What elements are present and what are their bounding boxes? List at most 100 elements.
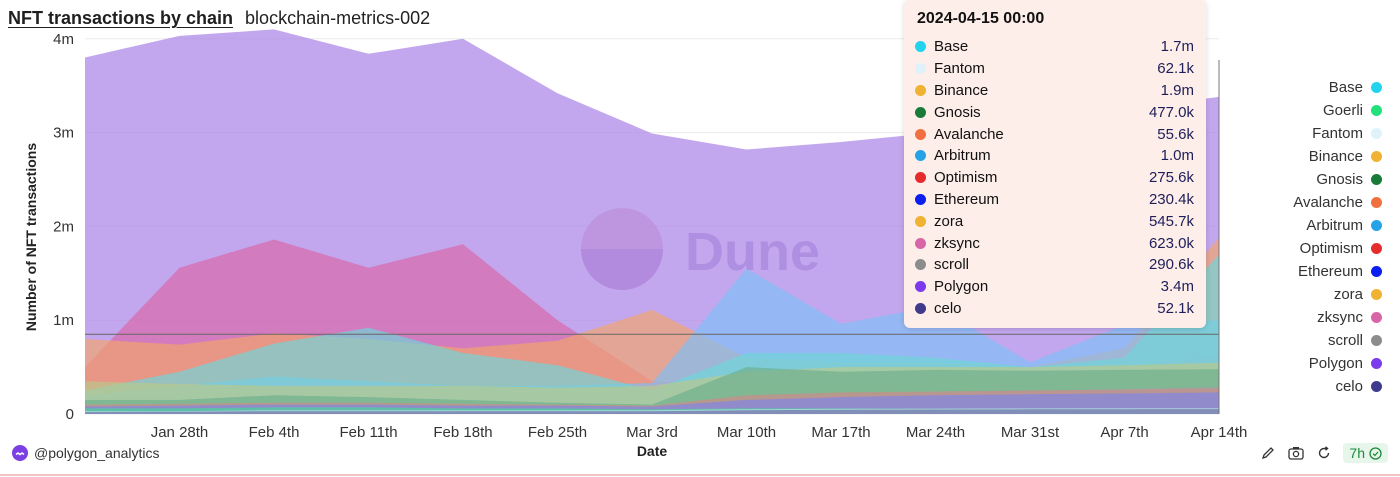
tooltip-row-scroll: scroll 290.6k <box>904 254 1206 276</box>
area-celo[interactable] <box>85 409 1219 414</box>
legend-label: zora <box>1333 286 1363 303</box>
legend-color-dot <box>1371 220 1382 231</box>
edit-icon[interactable] <box>1259 444 1277 462</box>
refresh-icon[interactable] <box>1315 444 1333 462</box>
refresh-badge-label: 7h <box>1349 445 1365 461</box>
tooltip-series-value: 275.6k <box>1148 169 1194 187</box>
tooltip-series-value: 1.9m <box>1160 81 1194 99</box>
tooltip-series-value: 1.7m <box>1160 38 1194 56</box>
series-color-dot <box>915 84 926 96</box>
legend-color-dot <box>1371 243 1382 254</box>
camera-icon[interactable] <box>1287 444 1305 462</box>
legend-color-dot <box>1371 266 1382 277</box>
legend-color-dot <box>1371 128 1382 139</box>
legend-color-dot <box>1371 151 1382 162</box>
series-color-dot <box>915 41 926 53</box>
check-circle-icon <box>1369 446 1382 460</box>
y-tick-label: 3m <box>53 125 74 142</box>
y-tick-label: 1m <box>53 312 74 329</box>
series-color-dot <box>915 172 926 184</box>
chart-actions: 7h <box>1259 443 1388 463</box>
tooltip-row-optimism: Optimism 275.6k <box>904 167 1206 189</box>
tooltip-series-value: 623.0k <box>1148 234 1194 252</box>
refresh-badge[interactable]: 7h <box>1343 443 1388 463</box>
tooltip-series-name: Fantom <box>934 60 985 78</box>
legend-item-polygon[interactable]: Polygon <box>1212 352 1382 375</box>
x-tick-label: Apr 7th <box>1100 424 1148 441</box>
tooltip-series-name: Gnosis <box>934 103 981 121</box>
x-tick-label: Mar 3rd <box>626 424 678 441</box>
legend-item-fantom[interactable]: Fantom <box>1212 122 1382 145</box>
author-handle: @polygon_analytics <box>34 445 160 461</box>
legend-color-dot <box>1371 174 1382 185</box>
tooltip-series-value: 230.4k <box>1148 190 1194 208</box>
tooltip-row-base: Base 1.7m <box>904 36 1206 58</box>
tooltip-row-zksync: zksync 623.0k <box>904 232 1206 254</box>
series-color-dot <box>915 237 926 249</box>
tooltip-series-value: 55.6k <box>1157 125 1194 143</box>
legend-label: celo <box>1335 378 1363 395</box>
tooltip-series-name: celo <box>934 299 962 317</box>
legend-item-zksync[interactable]: zksync <box>1212 306 1382 329</box>
tooltip-series-value: 1.0m <box>1160 147 1194 165</box>
tooltip-series-name: Avalanche <box>934 125 1004 143</box>
legend-item-avalanche[interactable]: Avalanche <box>1212 191 1382 214</box>
series-color-dot <box>915 215 926 227</box>
x-tick-label: Apr 14th <box>1191 424 1248 441</box>
x-tick-label: Feb 25th <box>528 424 587 441</box>
x-tick-label: Mar 10th <box>717 424 776 441</box>
legend-item-binance[interactable]: Binance <box>1212 145 1382 168</box>
tooltip-series-name: Arbitrum <box>934 147 991 165</box>
legend-item-base[interactable]: Base <box>1212 76 1382 99</box>
legend-label: Goerli <box>1322 102 1363 119</box>
bottom-divider <box>0 474 1400 476</box>
legend-item-celo[interactable]: celo <box>1212 375 1382 398</box>
legend-color-dot <box>1371 381 1382 392</box>
legend-label: Arbitrum <box>1306 217 1363 234</box>
legend-label: zksync <box>1317 309 1363 326</box>
legend-item-arbitrum[interactable]: Arbitrum <box>1212 214 1382 237</box>
legend-label: Ethereum <box>1297 263 1363 280</box>
tooltip-series-value: 477.0k <box>1148 103 1194 121</box>
legend-item-optimism[interactable]: Optimism <box>1212 237 1382 260</box>
chart-header: NFT transactions by chain blockchain-met… <box>8 8 430 34</box>
legend-item-goerli[interactable]: Goerli <box>1212 99 1382 122</box>
x-tick-label: Feb 18th <box>433 424 492 441</box>
tooltip-row-fantom: Fantom 62.1k <box>904 58 1206 80</box>
tooltip-row-arbitrum: Arbitrum 1.0m <box>904 145 1206 167</box>
chart-subtitle: blockchain-metrics-002 <box>245 8 431 28</box>
legend-label: Fantom <box>1312 125 1363 142</box>
legend-item-zora[interactable]: zora <box>1212 283 1382 306</box>
tooltip-row-zora: zora 545.7k <box>904 210 1206 232</box>
tooltip-row-gnosis: Gnosis 477.0k <box>904 101 1206 123</box>
x-tick-label: Mar 31st <box>1001 424 1060 441</box>
series-color-dot <box>915 106 926 118</box>
y-axis-title: Number of NFT transactions <box>23 143 39 331</box>
tooltip-series-name: scroll <box>934 256 970 274</box>
tooltip-row-ethereum: Ethereum 230.4k <box>904 189 1206 211</box>
legend-item-ethereum[interactable]: Ethereum <box>1212 260 1382 283</box>
tooltip-series-name: zora <box>934 212 964 230</box>
legend-label: Gnosis <box>1316 171 1363 188</box>
author-tag[interactable]: @polygon_analytics <box>12 445 160 461</box>
legend-label: scroll <box>1327 332 1363 349</box>
legend-color-dot <box>1371 335 1382 346</box>
legend-color-dot <box>1371 105 1382 116</box>
tooltip-series-name: Base <box>934 38 969 56</box>
series-color-dot <box>915 128 926 140</box>
tooltip-series-name: zksync <box>934 234 980 252</box>
y-tick-label: 2m <box>53 218 74 235</box>
legend-color-dot <box>1371 312 1382 323</box>
x-tick-label: Feb 11th <box>339 424 397 441</box>
legend-item-scroll[interactable]: scroll <box>1212 329 1382 352</box>
tooltip-series-value: 3.4m <box>1160 278 1194 296</box>
legend-label: Optimism <box>1299 240 1363 257</box>
tooltip-series-value: 545.7k <box>1148 212 1194 230</box>
legend-label: Avalanche <box>1293 194 1363 211</box>
chart-title[interactable]: NFT transactions by chain <box>8 8 234 28</box>
legend-item-gnosis[interactable]: Gnosis <box>1212 168 1382 191</box>
x-tick-label: Mar 24th <box>906 424 965 441</box>
series-color-dot <box>915 259 926 271</box>
legend-label: Binance <box>1308 148 1363 165</box>
x-tick-label: Feb 4th <box>249 424 300 441</box>
